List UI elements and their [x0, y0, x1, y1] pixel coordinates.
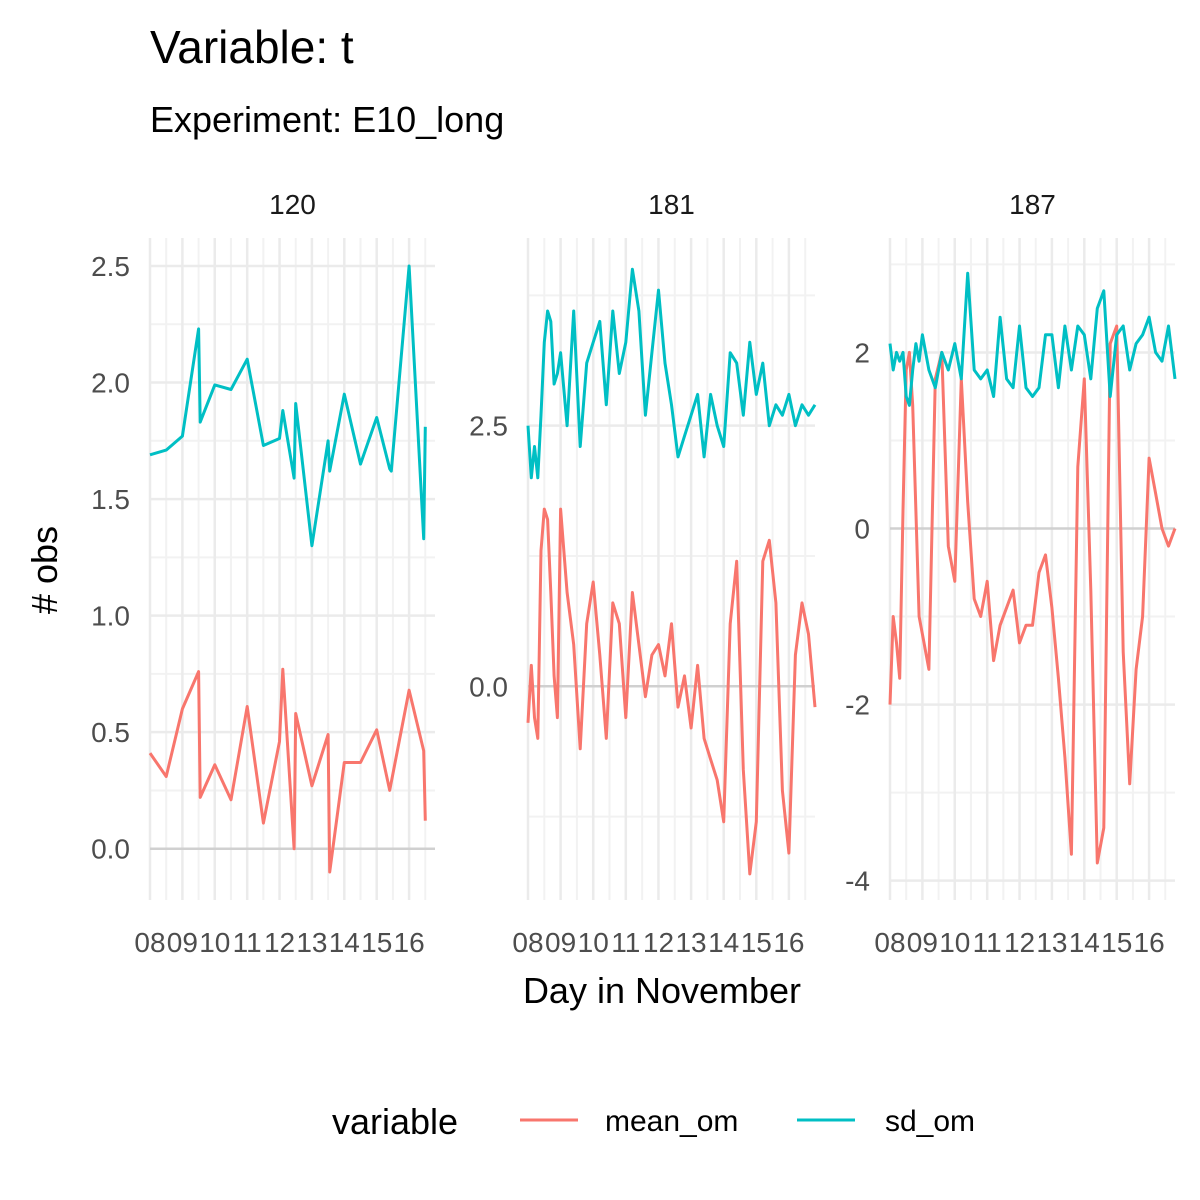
facet-label: 181: [648, 189, 695, 220]
x-tick-label: 10: [578, 927, 609, 958]
series-line-mean_om: [148, 667, 427, 874]
y-tick-label: 0.0: [469, 671, 508, 702]
y-tick-label: 1.0: [91, 601, 130, 632]
y-tick-label: 0.5: [91, 717, 130, 748]
y-tick-label: 1.5: [91, 484, 130, 515]
x-tick-label: 11: [611, 927, 640, 958]
series-line-mean_om: [526, 507, 817, 876]
y-axis-title: # obs: [24, 526, 65, 614]
facet-panel-120: 120 0.0 0.5 1.0 1.5 2.0 2.5 08 09 10 11 12 13 14 15 16: [91, 189, 435, 958]
y-tick-label: 2: [854, 337, 870, 368]
x-tick-label: 11: [973, 927, 1002, 958]
x-tick-label: 12: [1004, 927, 1035, 958]
x-tick-label: 09: [167, 927, 198, 958]
chart-title: Variable: t: [150, 21, 354, 73]
facet-panel-181: 181 0.0 2.5 08 09 10 11 12 13 14 15 16: [469, 189, 817, 958]
facet-panel-187: 187 -4 -2 0 2 08 09 10 11 12 13 14 15 16: [845, 189, 1177, 958]
x-tick-label: 15: [1101, 927, 1132, 958]
x-tick-label: 13: [1036, 927, 1067, 958]
x-axis-title: Day in November: [523, 970, 801, 1011]
legend-label-mean_om: mean_om: [605, 1105, 738, 1138]
x-tick-label: 15: [361, 927, 392, 958]
series-line-mean_om: [888, 324, 1177, 865]
x-tick-label: 13: [675, 927, 706, 958]
x-tick-label: 08: [512, 927, 543, 958]
x-tick-label: 15: [741, 927, 772, 958]
series-line-sd_om: [888, 271, 1177, 407]
y-tick-label: 2.5: [469, 411, 508, 442]
legend: variable mean_om sd_om: [332, 1101, 975, 1142]
y-tick-label: 0.0: [91, 834, 130, 865]
x-tick-label: 12: [264, 927, 295, 958]
series-line-sd_om: [149, 264, 427, 548]
legend-title: variable: [332, 1101, 458, 1142]
y-tick-label: 2.0: [91, 368, 130, 399]
x-tick-label: 08: [134, 927, 165, 958]
facet-label: 120: [269, 189, 316, 220]
x-tick-label: 08: [874, 927, 905, 958]
x-tick-label: 09: [545, 927, 576, 958]
x-tick-label: 12: [643, 927, 674, 958]
x-tick-label: 10: [199, 927, 230, 958]
facet-label: 187: [1009, 189, 1056, 220]
y-tick-label: 2.5: [91, 251, 130, 282]
x-tick-label: 11: [233, 927, 262, 958]
y-tick-label: -4: [845, 866, 870, 897]
series-line-sd_om: [526, 267, 817, 480]
x-tick-label: 14: [708, 927, 739, 958]
x-tick-label: 16: [773, 927, 804, 958]
x-tick-label: 16: [1134, 927, 1165, 958]
x-tick-label: 16: [394, 927, 425, 958]
y-tick-label: -2: [845, 690, 870, 721]
x-tick-label: 10: [939, 927, 970, 958]
legend-label-sd_om: sd_om: [885, 1105, 975, 1138]
chart-subtitle: Experiment: E10_long: [150, 99, 504, 140]
x-tick-label: 09: [907, 927, 938, 958]
x-tick-label: 14: [329, 927, 360, 958]
x-tick-label: 13: [296, 927, 327, 958]
x-tick-label: 14: [1069, 927, 1100, 958]
y-tick-label: 0: [854, 514, 870, 545]
